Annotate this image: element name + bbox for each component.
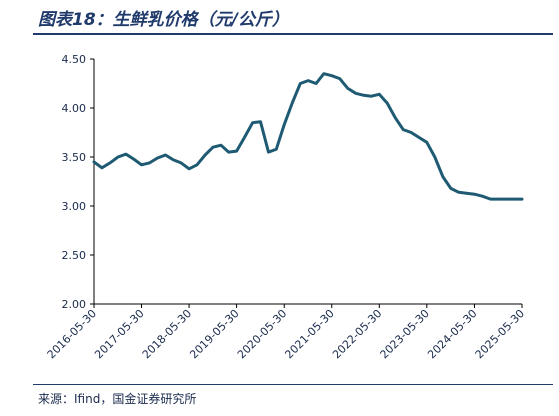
x-tick-label: 2025-05-30: [473, 307, 527, 361]
x-tick-label: 2020-05-30: [235, 307, 289, 361]
x-tick-label: 2023-05-30: [378, 307, 432, 361]
x-tick-label: 2016-05-30: [45, 307, 99, 361]
x-tick-label: 2024-05-30: [425, 307, 479, 361]
x-tick-label: 2022-05-30: [330, 307, 384, 361]
x-tick-label: 2018-05-30: [140, 307, 194, 361]
source-divider: [33, 384, 553, 385]
x-axis-ticks: 2016-05-302017-05-302018-05-302019-05-30…: [45, 304, 527, 361]
y-tick-label: 3.00: [62, 200, 87, 213]
source-note: 来源：Ifind，国金证券研究所: [38, 392, 197, 406]
y-tick-label: 2.00: [62, 298, 87, 311]
y-tick-label: 3.50: [62, 151, 87, 164]
x-tick-label: 2019-05-30: [187, 307, 241, 361]
x-tick-label: 2021-05-30: [282, 307, 336, 361]
y-tick-label: 4.00: [62, 102, 87, 115]
x-tick-label: 2017-05-30: [92, 307, 146, 361]
title-divider: [33, 33, 553, 35]
line-chart: 2.00 2.50 3.00 3.50 4.00 4.50 2016-05-302017-…: [45, 53, 527, 361]
y-tick-label: 2.50: [62, 249, 87, 262]
chart-axes: [93, 59, 522, 305]
y-tick-label: 4.50: [62, 53, 87, 66]
chart-title: 图表18：生鲜乳价格（元/公斤）: [38, 10, 289, 30]
y-axis-ticks: 2.00 2.50 3.00 3.50 4.00 4.50: [62, 53, 94, 311]
price-series-line: [92, 72, 524, 201]
